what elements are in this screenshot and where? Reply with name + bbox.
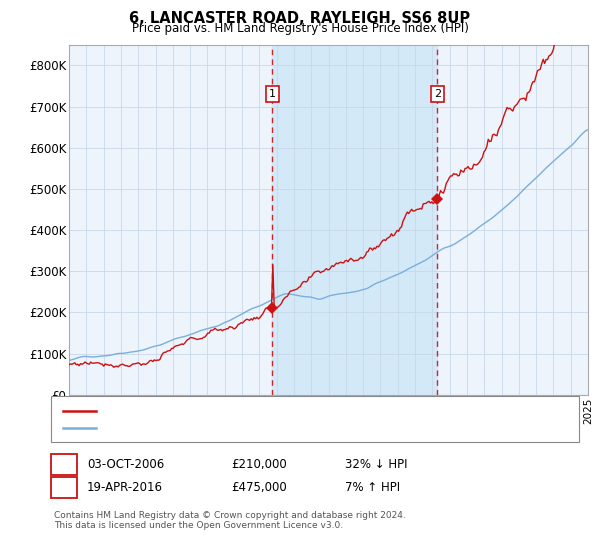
Text: 6, LANCASTER ROAD, RAYLEIGH, SS6 8UP (detached house): 6, LANCASTER ROAD, RAYLEIGH, SS6 8UP (de… xyxy=(102,405,429,416)
Text: 19-APR-2016: 19-APR-2016 xyxy=(87,480,163,494)
Text: HPI: Average price, detached house, Rochford: HPI: Average price, detached house, Roch… xyxy=(102,423,353,433)
Text: 2: 2 xyxy=(60,480,68,494)
Text: £210,000: £210,000 xyxy=(231,458,287,472)
Text: 1: 1 xyxy=(60,458,68,472)
Text: Contains HM Land Registry data © Crown copyright and database right 2024.
This d: Contains HM Land Registry data © Crown c… xyxy=(54,511,406,530)
Text: £475,000: £475,000 xyxy=(231,480,287,494)
Text: 03-OCT-2006: 03-OCT-2006 xyxy=(87,458,164,472)
Text: 1: 1 xyxy=(269,89,276,99)
Text: 6, LANCASTER ROAD, RAYLEIGH, SS6 8UP: 6, LANCASTER ROAD, RAYLEIGH, SS6 8UP xyxy=(130,11,470,26)
Text: 2: 2 xyxy=(434,89,441,99)
Text: Price paid vs. HM Land Registry's House Price Index (HPI): Price paid vs. HM Land Registry's House … xyxy=(131,22,469,35)
Bar xyxy=(272,45,437,395)
Text: 32% ↓ HPI: 32% ↓ HPI xyxy=(345,458,407,472)
Text: 7% ↑ HPI: 7% ↑ HPI xyxy=(345,480,400,494)
